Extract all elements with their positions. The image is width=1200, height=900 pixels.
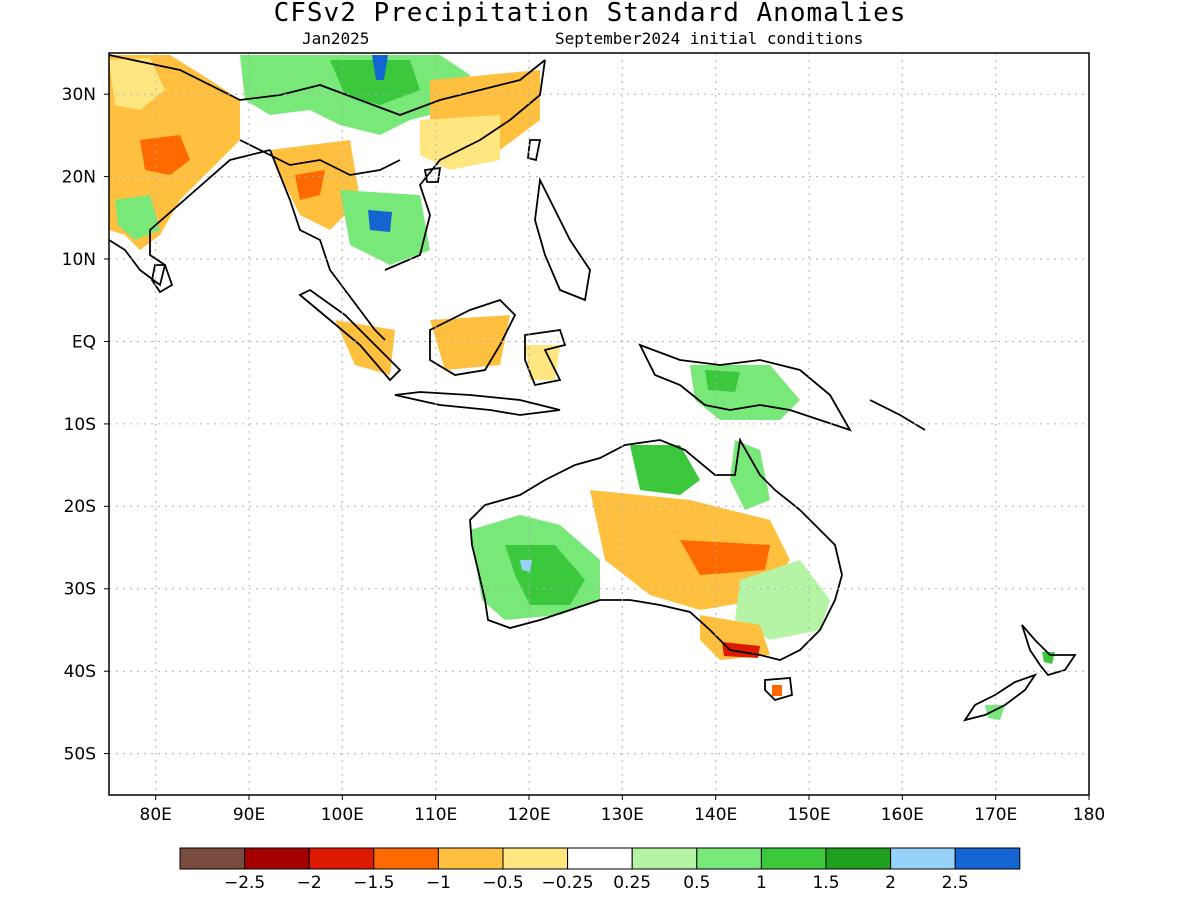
anomaly-region-india-slight — [109, 58, 165, 110]
coastline-sulawesi — [524, 329, 567, 387]
y-tick-label: 20N — [62, 168, 96, 188]
coastline-australia — [469, 437, 843, 661]
anomaly-region-sulawesi-dry — [525, 345, 560, 380]
coastline-java — [394, 391, 561, 416]
x-tick-label: 170E — [974, 805, 1017, 825]
coastline-tasmania — [764, 677, 793, 702]
colorbar-label: 2.5 — [942, 873, 969, 893]
coastline-border-myanmar — [239, 139, 401, 176]
anomaly-region-australia-central-core — [680, 540, 770, 575]
tick-marks — [104, 93, 1090, 800]
coastline-taiwan — [527, 139, 542, 162]
colorbar-swatch — [760, 847, 827, 870]
coastline-philippines — [534, 176, 591, 302]
anomaly-shading — [109, 55, 1055, 720]
anomaly-region-newguinea-core — [705, 370, 740, 392]
anomaly-region-borneo-dry — [430, 315, 510, 370]
colorbar-swatch — [179, 847, 246, 870]
coastline-hainan — [423, 166, 442, 183]
anomaly-region-nz-south-wet — [985, 705, 1005, 720]
y-tick-label: 50S — [64, 745, 96, 765]
coastline-china-north — [109, 54, 546, 116]
coastlines — [109, 54, 1077, 722]
x-tick-label: 80E — [140, 805, 172, 825]
coastline-india — [109, 149, 271, 287]
colorbar-label: 2 — [885, 873, 896, 893]
x-tick-label: 180 — [1073, 805, 1105, 825]
colorbar-swatch — [244, 847, 310, 870]
chart-title: CFSv2 Precipitation Standard Anomalies — [273, 0, 907, 28]
coastline-solomons — [869, 399, 926, 431]
colorbar-swatch — [954, 847, 1021, 870]
colorbar-swatch — [631, 847, 698, 870]
gridlines — [109, 53, 1089, 795]
anomaly-region-china-slight — [420, 115, 500, 170]
colorbar-swatch — [437, 847, 504, 870]
anomaly-region-india-wet — [115, 195, 160, 240]
x-tick-label: 130E — [601, 805, 644, 825]
y-tick-label: 10N — [62, 250, 96, 270]
y-tick-label: 30N — [62, 85, 96, 105]
anomaly-region-indochina-max — [368, 210, 392, 232]
anomaly-region-australia-north-wet — [630, 445, 700, 495]
colorbar-swatch — [567, 847, 633, 870]
colorbar-label: 0.25 — [613, 873, 651, 893]
coastline-borneo — [429, 298, 517, 376]
coastline-nz-south — [962, 673, 1038, 722]
colorbar-swatch — [373, 847, 439, 870]
x-tick-label: 100E — [321, 805, 364, 825]
x-tick-label: 90E — [233, 805, 265, 825]
map-plot-area — [109, 53, 1089, 795]
anomaly-region-tasmania-dry — [772, 685, 782, 696]
x-tick-label: 110E — [414, 805, 457, 825]
colorbar-label: −0.5 — [482, 873, 523, 893]
colorbar-swatch — [890, 847, 956, 870]
colorbar-label: −0.25 — [542, 873, 594, 893]
anomaly-region-india-core-dry — [140, 135, 190, 175]
colorbar-label: −1.5 — [353, 873, 394, 893]
colorbar-swatch — [825, 847, 892, 870]
anomaly-region-australia-west-max — [520, 560, 532, 572]
coastline-sumatra — [298, 288, 402, 382]
colorbar-swatch — [502, 847, 569, 870]
x-tick-labels: 80E 90E 100E 110E 120E 130E 140E 150E 16… — [140, 805, 1106, 825]
x-tick-label: 150E — [787, 805, 830, 825]
coastline-indochina — [384, 59, 546, 271]
y-tick-label: EQ — [72, 333, 96, 353]
anomaly-region-australia-se-wet — [735, 560, 830, 640]
coastline-nz-north — [1021, 624, 1077, 677]
anomaly-region-cape-york-wet — [730, 440, 770, 510]
initial-conditions-label: September2024 initial conditions — [555, 29, 864, 48]
colorbar-label: −2 — [297, 873, 322, 893]
coastline-bay-of-bengal — [269, 149, 346, 291]
x-tick-label: 160E — [881, 805, 924, 825]
coastline-malay-peninsula — [344, 289, 386, 341]
y-tick-label: 20S — [64, 497, 96, 517]
valid-month-label: Jan2025 — [302, 29, 370, 48]
coastline-sri-lanka — [151, 264, 174, 294]
colorbar: −2.5 −2 −1.5 −1 −0.5 −0.25 0.25 0.5 1 1.5 2 2.5 — [179, 847, 1021, 893]
y-tick-label: 10S — [64, 415, 96, 435]
colorbar-label: −2.5 — [224, 873, 265, 893]
anomaly-region-sumatra-dry — [335, 320, 395, 375]
x-tick-label: 140E — [694, 805, 737, 825]
colorbar-swatch — [308, 847, 375, 870]
anomaly-region-myanmar-strong-dry — [295, 170, 325, 200]
y-tick-label: 40S — [64, 662, 96, 682]
x-tick-label: 120E — [507, 805, 550, 825]
colorbar-label: 1.5 — [812, 873, 839, 893]
colorbar-label: 1 — [756, 873, 767, 893]
coastline-new-guinea — [638, 343, 852, 432]
colorbar-swatch — [696, 847, 762, 870]
colorbar-label: 0.5 — [683, 873, 710, 893]
colorbar-label: −1 — [426, 873, 451, 893]
y-tick-labels: 30N 20N 10N EQ 10S 20S 30S 40S 50S — [62, 85, 96, 765]
y-tick-label: 30S — [64, 580, 96, 600]
anomaly-region-china-max — [372, 55, 388, 80]
